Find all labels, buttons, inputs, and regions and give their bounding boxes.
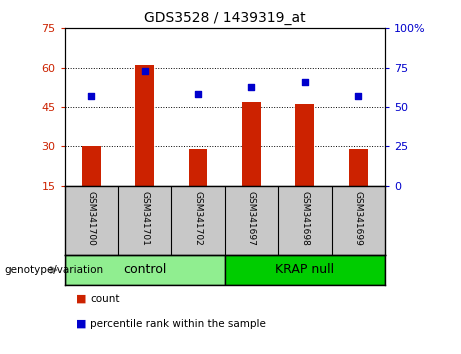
Text: control: control — [123, 263, 166, 276]
Text: GSM341699: GSM341699 — [354, 191, 363, 246]
Text: percentile rank within the sample: percentile rank within the sample — [90, 319, 266, 329]
Point — [301, 79, 308, 85]
Bar — [349, 149, 367, 186]
Point — [88, 93, 95, 99]
Text: KRAP null: KRAP null — [275, 263, 334, 276]
Text: GSM341700: GSM341700 — [87, 191, 96, 246]
Point — [248, 84, 255, 90]
Bar — [189, 149, 207, 186]
Text: ■: ■ — [76, 319, 87, 329]
Text: ■: ■ — [76, 294, 87, 304]
Bar — [242, 102, 261, 186]
Point — [355, 93, 362, 99]
Text: GSM341701: GSM341701 — [140, 191, 149, 246]
Bar — [65, 255, 225, 285]
Text: genotype/variation: genotype/variation — [5, 265, 104, 275]
Text: GSM341697: GSM341697 — [247, 191, 256, 246]
Text: count: count — [90, 294, 119, 304]
Point — [141, 68, 148, 74]
Bar — [135, 65, 154, 186]
Bar — [225, 255, 385, 285]
Bar — [82, 147, 100, 186]
Text: GSM341702: GSM341702 — [194, 191, 202, 245]
Text: GSM341698: GSM341698 — [300, 191, 309, 246]
Point — [195, 92, 202, 97]
Title: GDS3528 / 1439319_at: GDS3528 / 1439319_at — [144, 11, 306, 24]
Bar — [296, 104, 314, 186]
